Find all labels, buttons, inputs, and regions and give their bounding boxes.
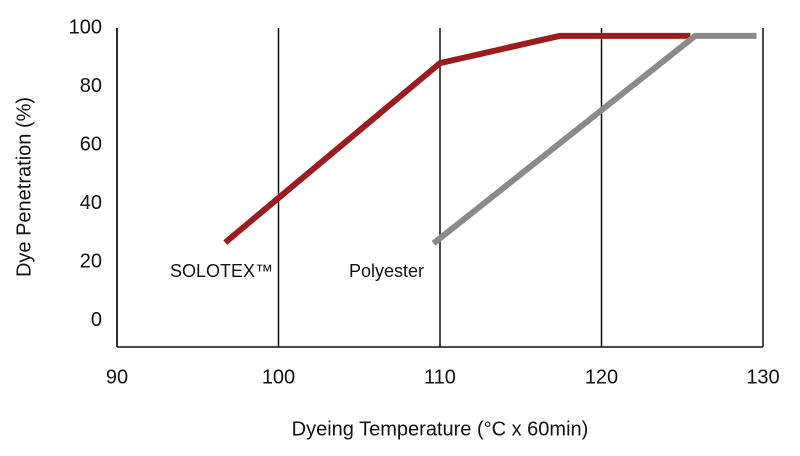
y-tick-label: 20 bbox=[80, 250, 102, 272]
line bbox=[223, 32, 691, 245]
y-tick-label: 40 bbox=[80, 192, 102, 214]
x-axis-label: Dyeing Temperature (°C x 60min) bbox=[292, 418, 589, 440]
x-tick-label: 130 bbox=[746, 366, 779, 388]
x-tick-label: 90 bbox=[106, 366, 128, 388]
line bbox=[431, 32, 757, 246]
x-tick-label: 110 bbox=[424, 366, 456, 388]
y-tick-label: 0 bbox=[91, 309, 102, 331]
series-label: SOLOTEX™ bbox=[170, 261, 273, 281]
y-tick-label: 80 bbox=[80, 75, 102, 97]
x-tick-label: 120 bbox=[585, 366, 618, 388]
y-tick-label: 100 bbox=[69, 16, 102, 38]
y-tick-label: 60 bbox=[80, 133, 102, 155]
series-label: Polyester bbox=[349, 261, 424, 281]
x-tick-label: 100 bbox=[262, 366, 295, 388]
y-axis-label: Dye Penetration (%) bbox=[13, 97, 35, 277]
